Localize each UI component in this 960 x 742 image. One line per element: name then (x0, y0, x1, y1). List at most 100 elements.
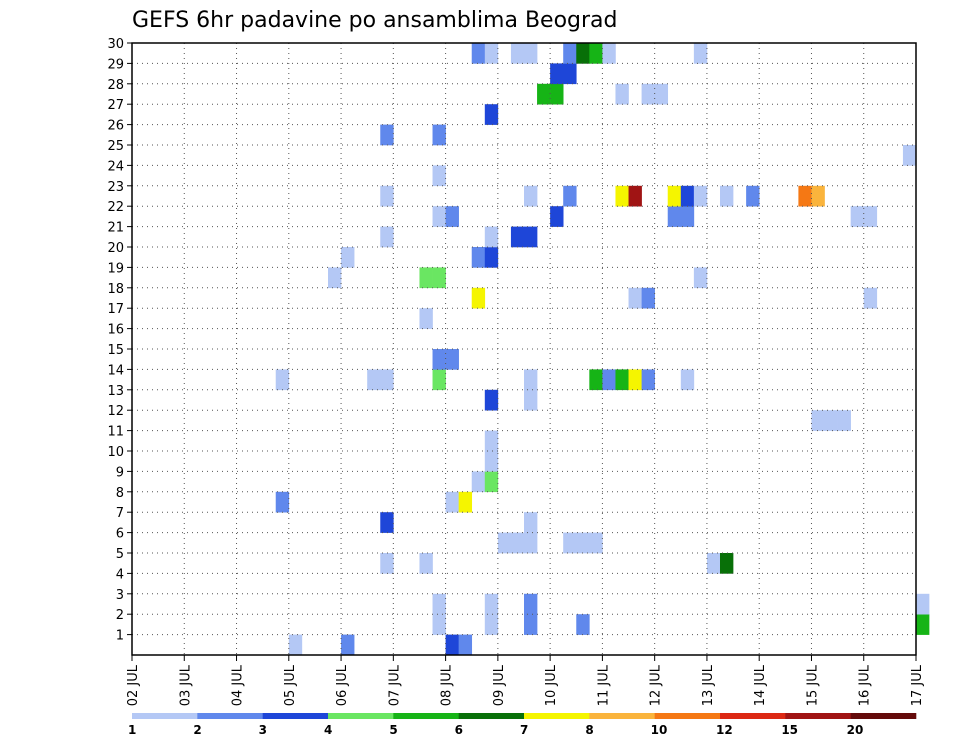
precip-cell (510, 226, 525, 248)
precip-cell (811, 185, 825, 207)
precip-cell (524, 369, 538, 391)
precip-cell (510, 43, 525, 64)
precip-cell (680, 185, 695, 207)
precip-cell (798, 185, 812, 207)
precip-cell (497, 532, 512, 554)
precip-cell (432, 206, 446, 227)
precip-cell (380, 226, 394, 248)
colorbar-label: 10 (651, 723, 668, 737)
precip-cell (811, 410, 825, 431)
colorbar-segment (458, 713, 525, 719)
precip-cell (524, 593, 538, 615)
precip-cell (524, 185, 538, 207)
colorbar-label: 20 (847, 723, 864, 737)
y-tick-label: 3 (116, 588, 124, 603)
colorbar-segment (589, 713, 655, 719)
x-tick-label: 15 JUL (805, 664, 820, 706)
precip-cell (524, 512, 538, 533)
colorbar-segment (720, 713, 786, 719)
precip-cell (706, 553, 721, 574)
y-tick-label: 19 (107, 261, 124, 276)
precip-cell (576, 43, 590, 64)
precip-cell (693, 267, 708, 289)
y-tick-label: 4 (116, 567, 124, 582)
colorbar-label: 7 (520, 723, 528, 737)
x-tick-label: 13 JUL (701, 664, 716, 706)
precip-cell (628, 287, 642, 309)
precip-cell (667, 185, 682, 207)
precip-cell (524, 389, 538, 411)
precip-cell (524, 614, 538, 635)
y-axis-ticks: 1234567891011121314151617181920212223242… (107, 37, 132, 644)
precip-cell (432, 369, 446, 391)
colorbar-segment (262, 713, 329, 719)
plot-frame (131, 42, 917, 656)
precip-cell (693, 43, 708, 64)
precip-cell (550, 83, 564, 105)
precip-cell (667, 206, 682, 227)
y-tick-label: 2 (116, 608, 124, 623)
precip-cell (484, 471, 499, 493)
precip-cell (419, 553, 433, 574)
y-tick-label: 14 (107, 363, 124, 378)
y-tick-label: 21 (107, 221, 124, 236)
precip-cell (471, 247, 486, 268)
colorbar-label: 3 (259, 723, 267, 737)
x-tick-label: 07 JUL (387, 664, 402, 706)
grid-lines (132, 43, 916, 655)
precip-cell (615, 185, 629, 207)
precip-cell (380, 512, 394, 533)
precip-cell (432, 614, 446, 635)
y-tick-label: 30 (107, 37, 124, 52)
precip-cell (458, 491, 473, 513)
precip-cell (380, 369, 394, 391)
precip-cell (641, 287, 655, 309)
precip-cell (484, 247, 499, 268)
precip-cell (524, 532, 538, 554)
precip-cell (275, 369, 290, 391)
precip-cell (837, 410, 851, 431)
precip-cell (432, 165, 446, 187)
x-tick-label: 04 JUL (231, 664, 246, 706)
x-tick-label: 06 JUL (335, 664, 350, 706)
precip-cell (720, 553, 734, 574)
x-tick-label: 12 JUL (649, 664, 664, 706)
precip-cell (484, 104, 499, 125)
colorbar-label: 2 (193, 723, 201, 737)
y-tick-label: 7 (116, 506, 124, 521)
y-tick-label: 15 (107, 343, 124, 358)
y-tick-label: 28 (107, 78, 124, 93)
precip-cell (720, 185, 734, 207)
y-tick-label: 9 (116, 465, 124, 480)
precip-cell (641, 369, 655, 391)
precip-cell (524, 226, 538, 248)
precip-cell (524, 43, 538, 64)
y-tick-label: 10 (107, 445, 124, 460)
precip-cell (916, 614, 930, 635)
x-tick-label: 17 JUL (910, 664, 925, 706)
precip-cell (680, 369, 695, 391)
colorbar-segment (850, 713, 917, 719)
precip-cell (576, 614, 590, 635)
precip-cell (484, 451, 499, 472)
y-tick-label: 24 (107, 159, 124, 174)
precip-cell (445, 491, 459, 513)
precip-cell (510, 532, 525, 554)
y-tick-label: 12 (107, 404, 124, 419)
y-tick-label: 18 (107, 282, 124, 297)
x-tick-label: 10 JUL (544, 664, 559, 706)
y-tick-label: 8 (116, 486, 124, 501)
y-tick-label: 17 (107, 302, 124, 317)
colorbar-segment (328, 713, 394, 719)
y-tick-label: 11 (107, 425, 124, 440)
precip-cell (432, 349, 446, 370)
colorbar-label: 15 (781, 723, 798, 737)
precip-cell (380, 185, 394, 207)
precip-cell (746, 185, 760, 207)
precip-cell (628, 185, 642, 207)
precip-cell (589, 43, 603, 64)
y-tick-label: 23 (107, 180, 124, 195)
precip-cell (628, 369, 642, 391)
y-tick-label: 20 (107, 241, 124, 256)
y-tick-label: 13 (107, 384, 124, 399)
